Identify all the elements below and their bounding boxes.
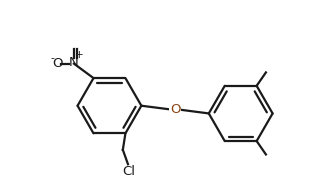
Text: +: +: [75, 50, 83, 60]
Text: -: -: [51, 54, 55, 64]
Text: N: N: [69, 56, 79, 69]
Text: Cl: Cl: [122, 165, 135, 178]
Text: O: O: [170, 103, 180, 116]
Text: O: O: [53, 57, 63, 70]
